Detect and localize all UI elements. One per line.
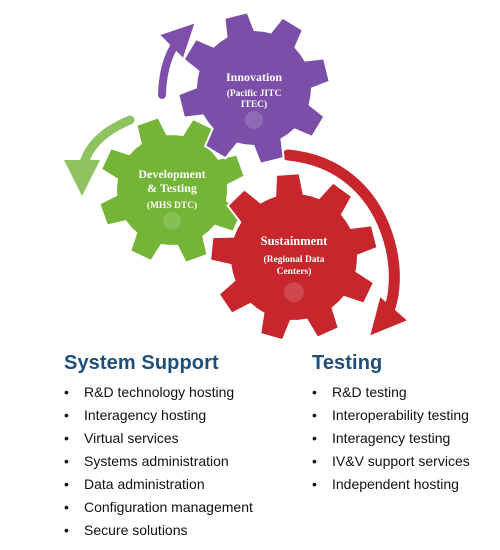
system-support-section: System Support R&D technology hosting In… [64,352,253,542]
list-item: R&D technology hosting [64,381,253,404]
development-title-line1: Development [138,167,205,181]
list-item: Virtual services [64,427,253,450]
development-title-line2: & Testing [147,181,197,195]
testing-list: R&D testing Interoperability testing Int… [312,381,470,496]
innovation-title: Innovation [226,70,282,84]
system-support-heading: System Support [64,352,219,374]
development-subtitle: (MHS DTC) [147,200,197,211]
list-item: Configuration management [64,496,253,519]
list-item: Systems administration [64,450,253,473]
list-item: Independent hosting [312,473,470,496]
gear-shape [177,11,331,165]
sustainment-subtitle-line2: Centers) [277,266,312,277]
list-item: R&D testing [312,381,470,404]
testing-heading: Testing [312,352,383,374]
list-item: Interagency hosting [64,404,253,427]
gear-shape [209,172,379,342]
red-cycle-arrow [282,149,407,336]
system-support-list: R&D technology hosting Interagency hosti… [64,381,253,542]
gear-hub [284,282,304,303]
list-item: IV&V support services [312,450,470,473]
gear-innovation [177,11,331,165]
gear-hub [245,110,263,129]
purple-cycle-arrow [158,23,195,99]
innovation-subtitle-line1: (Pacific JITC [227,88,282,99]
green-cycle-arrow [64,115,135,196]
list-item: Secure solutions [64,519,253,542]
sustainment-subtitle-line1: (Regional Data [264,254,325,265]
gear-sustainment [209,172,379,342]
innovation-subtitle-line2: ITEC) [241,99,267,110]
list-item: Interagency testing [312,427,470,450]
testing-section: Testing R&D testing Interoperability tes… [312,352,470,496]
gear-hub [163,211,181,230]
sustainment-title: Sustainment [261,234,329,248]
gear-diagram: Innovation (Pacific JITC ITEC) Developme… [64,11,407,342]
list-item: Data administration [64,473,253,496]
list-item: Interoperability testing [312,404,470,427]
